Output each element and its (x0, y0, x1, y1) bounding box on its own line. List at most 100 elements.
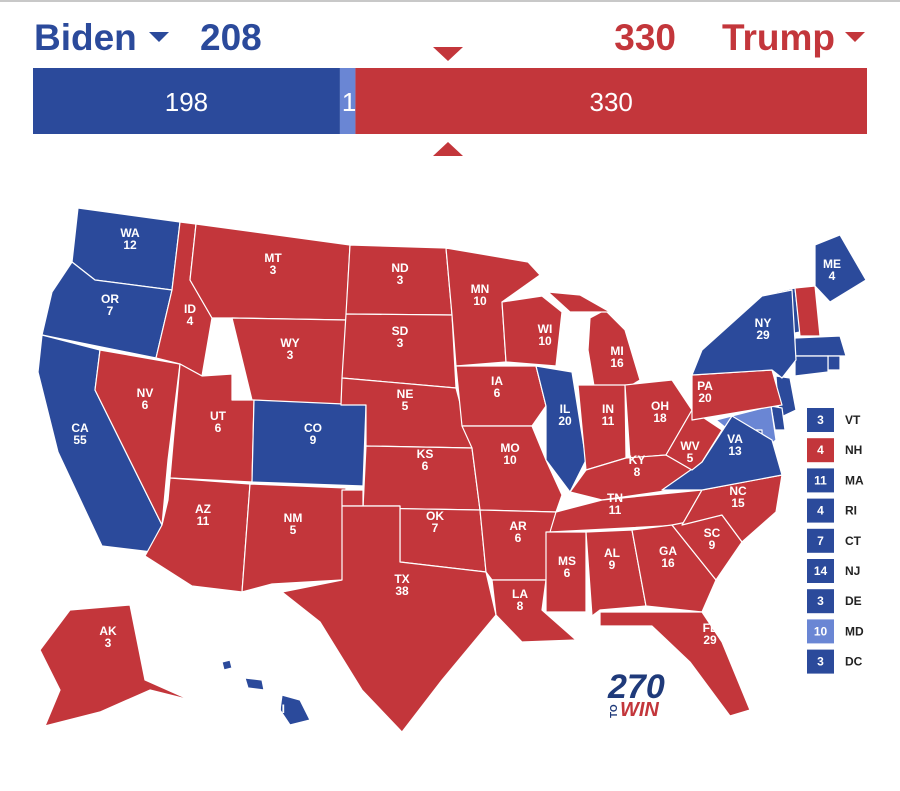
legend-abbr: MA (845, 473, 864, 487)
state-votes: 3 (287, 348, 294, 362)
state-shape (691, 289, 797, 379)
state-abbr: AL (604, 546, 620, 560)
state-votes: 5 (290, 523, 297, 537)
state-abbr: VA (727, 432, 743, 446)
state-shape (455, 365, 547, 427)
logo: 270 TO WIN (607, 668, 665, 721)
state-shape (599, 611, 751, 717)
state-votes: 10 (473, 294, 487, 308)
state-votes: 4 (276, 714, 283, 728)
state-abbr: MN (471, 282, 490, 296)
state-shape (794, 285, 821, 337)
state-abbr: OK (426, 509, 444, 523)
state-shape (281, 505, 497, 733)
state-votes: 16 (610, 356, 624, 370)
state-shape (585, 529, 647, 617)
state-votes: 6 (422, 459, 429, 473)
state-abbr: OH (651, 399, 669, 413)
legend-box (807, 498, 834, 523)
state-abbr: CA (71, 421, 89, 435)
state-shape (827, 355, 841, 371)
bar-label: 10 (342, 87, 371, 117)
state-abbr: MS (558, 554, 576, 568)
state-votes: 55 (73, 433, 87, 447)
state-shape (794, 355, 829, 377)
legend-box (807, 559, 834, 583)
state-abbr: GA (659, 544, 677, 558)
legend-votes: 3 (817, 413, 824, 427)
state-votes: 38 (395, 584, 409, 598)
legend-votes: 4 (817, 504, 824, 518)
state-votes: 6 (515, 531, 522, 545)
state-votes: 3 (397, 336, 404, 350)
left-candidate[interactable]: Biden (34, 17, 137, 58)
legend-votes: 7 (817, 534, 824, 548)
state-votes: 11 (609, 503, 622, 517)
state-abbr: TX (394, 572, 409, 586)
legend-abbr: NH (845, 443, 862, 457)
bar-segment (33, 68, 340, 134)
legend-abbr: CT (845, 534, 862, 548)
state-votes: 5 (687, 451, 694, 465)
state-votes: 7 (432, 521, 439, 535)
state-votes: 9 (609, 558, 616, 572)
state-votes: 29 (756, 328, 770, 342)
state-abbr: NY (755, 316, 772, 330)
state-shape (169, 363, 255, 483)
state-shape (547, 291, 611, 313)
state-abbr: ID (184, 302, 196, 316)
state-abbr: LA (512, 587, 528, 601)
dropdown-icon[interactable] (845, 32, 865, 42)
state-votes: 20 (558, 414, 572, 428)
legend-abbr: NJ (845, 564, 860, 578)
dropdown-icon[interactable] (149, 32, 169, 42)
state-votes: 8 (517, 599, 524, 613)
state-votes: 5 (402, 399, 409, 413)
state-votes: 20 (698, 391, 712, 405)
state-abbr: IA (491, 374, 503, 388)
state-shape (244, 677, 265, 691)
state-abbr: NV (137, 386, 154, 400)
state-votes: 12 (123, 238, 137, 252)
logo-number: 270 (607, 668, 665, 706)
state-abbr: AK (99, 624, 117, 638)
legend-votes: 3 (817, 594, 824, 608)
state-shape (631, 524, 717, 613)
state-abbr: AZ (195, 502, 211, 516)
state-abbr: WA (120, 226, 140, 240)
state-votes: 7 (107, 304, 114, 318)
right-candidate[interactable]: Trump (722, 17, 835, 58)
state-abbr: MI (610, 344, 623, 358)
state-abbr: IN (602, 402, 614, 416)
state-abbr: HI (273, 702, 285, 716)
state-votes: 29 (703, 633, 717, 647)
state-abbr: SD (392, 324, 409, 338)
left-total: 208 (200, 17, 262, 58)
state-votes: 3 (270, 263, 277, 277)
state-shape (221, 659, 233, 671)
bar-label: 198 (165, 87, 208, 117)
legend-box (807, 438, 834, 463)
state-abbr: FL (703, 621, 718, 635)
state-abbr: ND (391, 261, 409, 275)
state-votes: 15 (731, 496, 745, 510)
legend-abbr: RI (845, 504, 857, 518)
logo-small: TO (609, 704, 620, 718)
state-abbr: SC (704, 526, 721, 540)
state-votes: 6 (142, 398, 149, 412)
bar-segment (355, 68, 867, 134)
state-abbr: CO (304, 421, 322, 435)
state-shape (545, 531, 587, 613)
state-abbr: PA (697, 379, 713, 393)
state-votes: 10 (503, 453, 517, 467)
state-shape (461, 425, 563, 513)
state-votes: 13 (728, 444, 742, 458)
vote-bar: 198 10 330 (33, 68, 867, 134)
state-votes: 9 (709, 538, 716, 552)
state-votes: 6 (215, 421, 222, 435)
state-votes: 3 (397, 273, 404, 287)
legend-box (807, 468, 834, 493)
state-abbr: KY (629, 453, 646, 467)
legend-abbr: DC (845, 655, 863, 669)
state-shape (241, 483, 347, 593)
